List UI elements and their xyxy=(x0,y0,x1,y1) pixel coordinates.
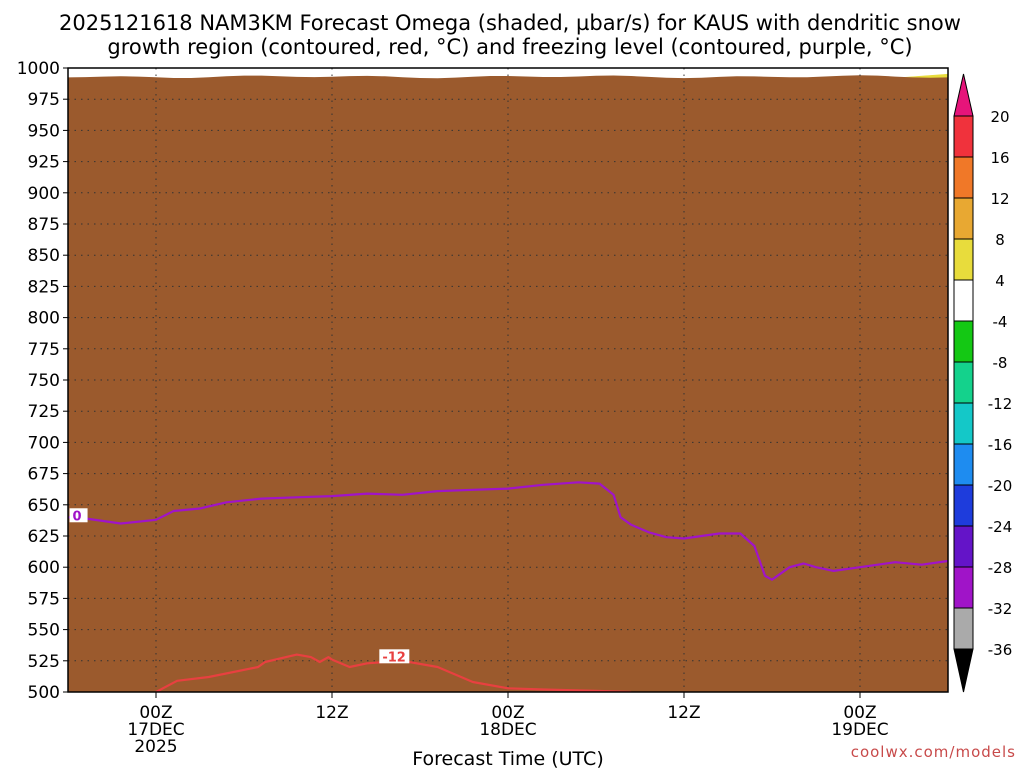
contour-label-bg-0 xyxy=(379,649,410,664)
x-axis-label: Forecast Time (UTC) xyxy=(412,748,603,768)
contour-label-1: 0 xyxy=(73,509,82,524)
colorbar-label-10: -24 xyxy=(988,518,1013,536)
colorbar-label-2: 12 xyxy=(990,190,1009,208)
y-axis-ticks: 500 525 550 575 600 625 650 675 700 725 750 775 800 8… xyxy=(17,59,68,703)
ground-fill xyxy=(68,75,948,692)
x-tick-label-0-2: 17DEC xyxy=(127,720,184,740)
colorbar-label-12: -32 xyxy=(988,600,1013,618)
title-line-1: 2025121618 NAM3KM Forecast Omega (shaded… xyxy=(59,11,961,35)
y-tick-label-875: 875 xyxy=(28,215,60,235)
colorbar-bottom-arrow xyxy=(953,648,974,693)
colorbar-swatch-0 xyxy=(953,115,974,158)
colorbar-swatch-11 xyxy=(953,566,974,609)
x-tick-label-0-3: 2025 xyxy=(134,737,177,757)
colorbar-swatch-6 xyxy=(953,361,974,404)
x-tick-label-40-1: 00Z xyxy=(843,703,876,723)
y-tick-label-850: 850 xyxy=(28,246,60,266)
x-tick-label-20-1: 00Z xyxy=(491,703,524,723)
x-tick-label-40-2: 19DEC xyxy=(831,720,888,740)
colorbar-swatch-4 xyxy=(953,279,974,322)
y-tick-label-500: 500 xyxy=(28,683,60,703)
colorbar-swatch-12 xyxy=(953,607,974,650)
y-tick-label-700: 700 xyxy=(28,433,60,453)
contour-0 xyxy=(155,653,632,692)
y-tick-label-725: 725 xyxy=(28,402,60,422)
y-tick-label-675: 675 xyxy=(28,465,60,485)
watermark: coolwx.com/models xyxy=(851,743,1016,761)
ground-terrain xyxy=(68,75,948,692)
y-tick-label-975: 975 xyxy=(28,90,60,110)
colorbar-swatch-3 xyxy=(953,238,974,281)
colorbar-swatch-8 xyxy=(953,443,974,486)
colorbar-label-13: -36 xyxy=(988,641,1013,659)
y-tick-label-1000: 1000 xyxy=(17,59,60,79)
x-tick-label-30-1: 12Z xyxy=(667,703,700,723)
y-tick-label-750: 750 xyxy=(28,371,60,391)
x-tick-label-0-1: 00Z xyxy=(139,703,172,723)
y-tick-label-825: 825 xyxy=(28,277,60,297)
contour-label-bg-1 xyxy=(69,508,88,523)
colorbar-label-8: -16 xyxy=(988,436,1013,454)
y-tick-label-650: 650 xyxy=(28,496,60,516)
colorbar-swatch-7 xyxy=(953,402,974,445)
colorbar-label-3: 8 xyxy=(995,231,1005,249)
colorbar-swatch-5 xyxy=(953,320,974,363)
y-tick-label-900: 900 xyxy=(28,184,60,204)
y-tick-label-625: 625 xyxy=(28,527,60,547)
colorbar-label-4: 4 xyxy=(995,272,1005,290)
y-tick-label-775: 775 xyxy=(28,340,60,360)
colorbar-label-5: -4 xyxy=(993,313,1008,331)
colorbar-swatch-1 xyxy=(953,156,974,199)
colorbar-label-6: -8 xyxy=(993,354,1008,372)
title-line-2: growth region (contoured, red, °C) and f… xyxy=(107,35,912,59)
colorbar-label-11: -28 xyxy=(988,559,1013,577)
colorbar-swatch-9 xyxy=(953,484,974,527)
y-tick-label-600: 600 xyxy=(28,558,60,578)
x-tick-label-10-1: 12Z xyxy=(315,703,348,723)
colorbar-label-9: -20 xyxy=(988,477,1013,495)
colorbar-top-arrow xyxy=(953,73,974,117)
chart-title: 2025121618 NAM3KM Forecast Omega (shaded… xyxy=(59,11,961,59)
contour-label-0: -12 xyxy=(382,650,406,665)
colorbar-label-7: -12 xyxy=(988,395,1013,413)
y-tick-label-550: 550 xyxy=(28,621,60,641)
colorbar-swatch-2 xyxy=(953,197,974,240)
contour-1 xyxy=(68,481,948,581)
y-tick-label-525: 525 xyxy=(28,652,60,672)
colorbar: 20 16 12 8 4 -4 -8 -12 -16 -20 -24 -28 -32 -36 xyxy=(953,73,1013,693)
colorbar-swatch-10 xyxy=(953,525,974,568)
x-tick-label-20-2: 18DEC xyxy=(479,720,536,740)
y-tick-label-925: 925 xyxy=(28,153,60,173)
gridlines xyxy=(68,68,948,692)
colorbar-label-1: 16 xyxy=(990,149,1009,167)
y-tick-label-950: 950 xyxy=(28,121,60,141)
contour-lines: -12 0 xyxy=(68,481,948,692)
colorbar-label-0: 20 xyxy=(990,108,1009,126)
y-tick-label-800: 800 xyxy=(28,309,60,329)
y-tick-label-575: 575 xyxy=(28,589,60,609)
